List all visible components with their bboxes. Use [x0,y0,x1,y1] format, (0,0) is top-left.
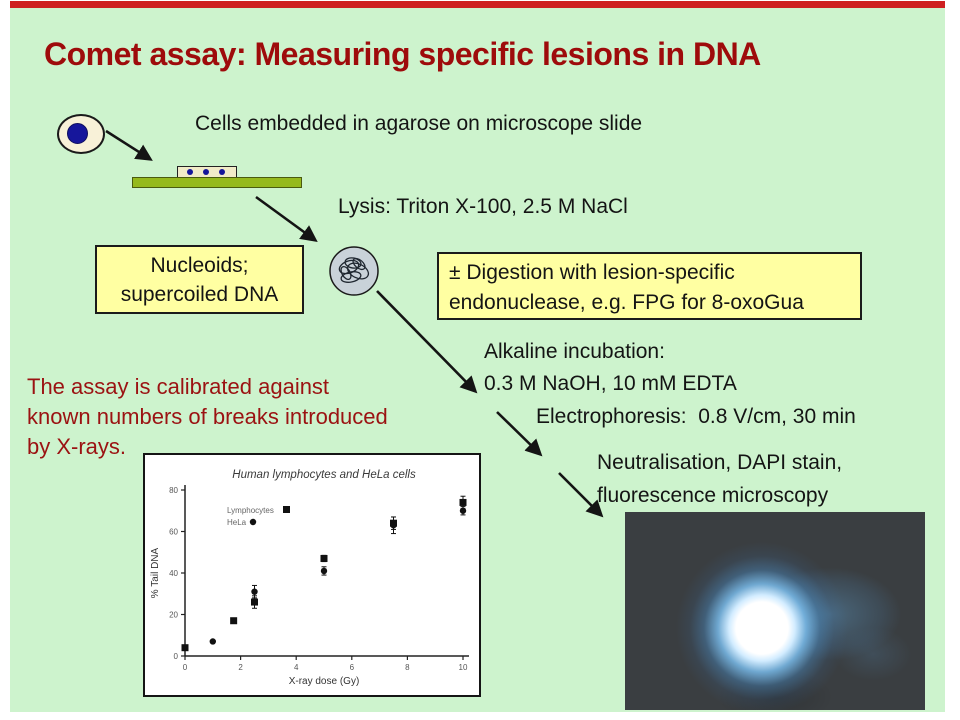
svg-text:20: 20 [169,611,178,620]
digestion-box-line1: ± Digestion with lesion-specific [449,261,735,284]
calibration-note: The assay is calibrated against known nu… [27,372,388,462]
step-neutralisation-text: Neutralisation, DAPI stain, fluorescence… [597,446,842,512]
svg-text:Human lymphocytes and HeLa cel: Human lymphocytes and HeLa cells [232,469,416,481]
page-title: Comet assay: Measuring specific lesions … [44,36,761,72]
svg-text:HeLa: HeLa [227,518,247,527]
digestion-box: ± Digestion with lesion-specific endonuc… [437,252,862,320]
svg-text:4: 4 [294,663,299,672]
nucleus-icon [67,123,88,144]
cell-icon [57,114,105,154]
neutralisation-line1: Neutralisation, DAPI stain, [597,451,843,474]
chart-svg: 0 2 4 6 8 10 0 20 40 60 80 Human lymphocytes and He… [150,469,469,687]
svg-text:2: 2 [238,663,243,672]
nucleoids-box: Nucleoids; supercoiled DNA [95,245,304,314]
svg-text:Lymphocytes: Lymphocytes [227,506,274,515]
calibration-note-line2: known numbers of breaks introduced [27,404,388,429]
svg-text:60: 60 [169,528,178,537]
step-electrophoresis-text: Electrophoresis: 0.8 V/cm, 30 min [536,405,856,428]
svg-text:6: 6 [350,663,355,672]
calibration-note-line3: by X-rays. [27,434,127,459]
svg-text:80: 80 [169,486,178,495]
neutralisation-line2: fluorescence microscopy [597,484,829,507]
cell-dot-icon [187,169,193,175]
svg-text:% Tail DNA: % Tail DNA [150,547,161,598]
nucleoids-box-line1: Nucleoids; [150,254,249,277]
calibration-note-line1: The assay is calibrated against [27,374,330,399]
step-embed-text: Cells embedded in agarose on microscope … [195,112,643,135]
calibration-chart: 0 2 4 6 8 10 0 20 40 60 80 Human lymphocytes and He… [143,453,481,697]
nucleoid-icon [329,246,379,296]
svg-text:40: 40 [169,569,178,578]
alkaline-line2: 0.3 M NaOH, 10 mM EDTA [484,372,737,395]
alkaline-line1: Alkaline incubation: [484,340,665,363]
nucleoids-box-line2: supercoiled DNA [120,283,279,306]
svg-text:0: 0 [174,652,179,661]
microscope-slide-icon [132,177,302,188]
svg-text:10: 10 [459,663,468,672]
cell-dot-icon [203,169,209,175]
digestion-box-line2: endonuclease, e.g. FPG for 8-oxoGua [449,291,804,314]
svg-text:X-ray dose (Gy): X-ray dose (Gy) [289,676,360,687]
top-accent-strip [10,1,945,8]
svg-text:8: 8 [405,663,410,672]
svg-text:0: 0 [183,663,188,672]
comet-fluorescence-image [625,512,925,710]
step-alkaline-text: Alkaline incubation: 0.3 M NaOH, 10 mM E… [484,336,737,400]
cell-dot-icon [219,169,225,175]
step-lysis-text: Lysis: Triton X-100, 2.5 M NaCl [338,195,628,218]
